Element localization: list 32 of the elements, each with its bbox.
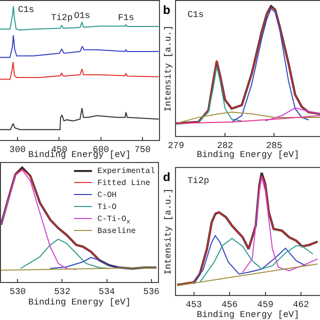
x-axis-title: Binding Energy [eV] <box>28 298 131 308</box>
x-tick-label: 530 <box>10 286 26 297</box>
legend-label: Experimental <box>97 167 155 176</box>
x-tick-label: 282 <box>216 140 234 151</box>
legend-label: C-OH <box>97 191 117 200</box>
legend-label: Fitted Line <box>97 179 150 188</box>
y-axis-title: Intensity [a.u.] <box>163 188 174 275</box>
annotation: F1s <box>118 13 134 23</box>
x-tick-label: 536 <box>143 286 160 297</box>
x-tick-label: 456 <box>221 300 238 310</box>
x-tick-label: 462 <box>292 300 310 310</box>
annotation: O1s <box>74 11 90 21</box>
chart-title: C1s <box>188 10 204 20</box>
x-tick-label: 534 <box>98 286 115 297</box>
text: b <box>163 3 170 17</box>
x-tick-label: 279 <box>168 140 184 151</box>
y-axis-title: Intensity [a.u.] <box>163 25 174 112</box>
x-tick-label: 300 <box>9 144 26 155</box>
x-tick-label: 285 <box>266 140 282 151</box>
x-tick-label: 459 <box>257 300 274 310</box>
legend-label: Ti-O <box>97 203 117 212</box>
legend-label: C-Ti-O$_{x}$ <box>97 215 130 226</box>
x-tick-label: 750 <box>134 144 151 155</box>
x-tick-label: 453 <box>186 300 202 310</box>
x-axis-title: Binding Energy [eV] <box>196 150 300 160</box>
x-axis-title: Binding Energy [eV] <box>196 310 300 320</box>
chart-title: Ti2p <box>188 176 210 186</box>
x-tick-label: 532 <box>54 286 70 297</box>
annotation: C1s <box>18 5 34 15</box>
legend-label: Baseline <box>97 227 136 236</box>
text: d <box>163 170 170 184</box>
annotation: Ti2p <box>51 13 73 23</box>
